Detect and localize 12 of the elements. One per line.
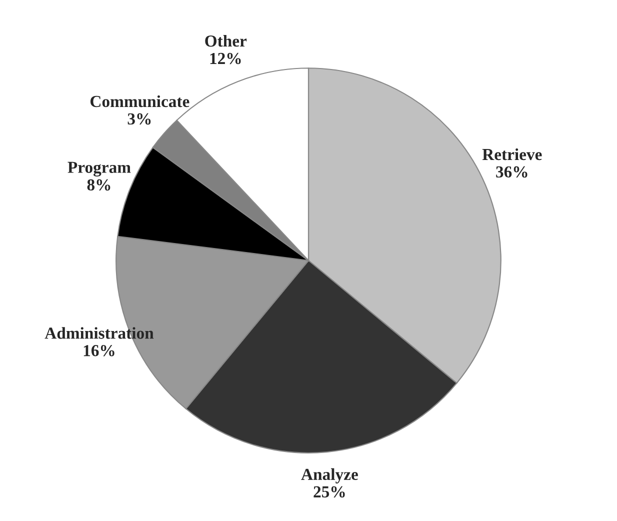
slice-label: Analyze [301,468,358,484]
slice-label: Retrieve [482,148,542,160]
data-label: 8% [87,179,110,191]
data-label: 25% [314,486,345,498]
slice-label: Administration [44,327,154,339]
slice-label: Other [205,34,247,47]
data-label: 16% [84,344,114,356]
slice-label: Communicate [90,95,190,108]
data-label: 36% [496,166,528,178]
data-label: 12% [210,52,241,64]
slice-label: Program [68,162,131,176]
data-label: 3% [128,113,151,125]
